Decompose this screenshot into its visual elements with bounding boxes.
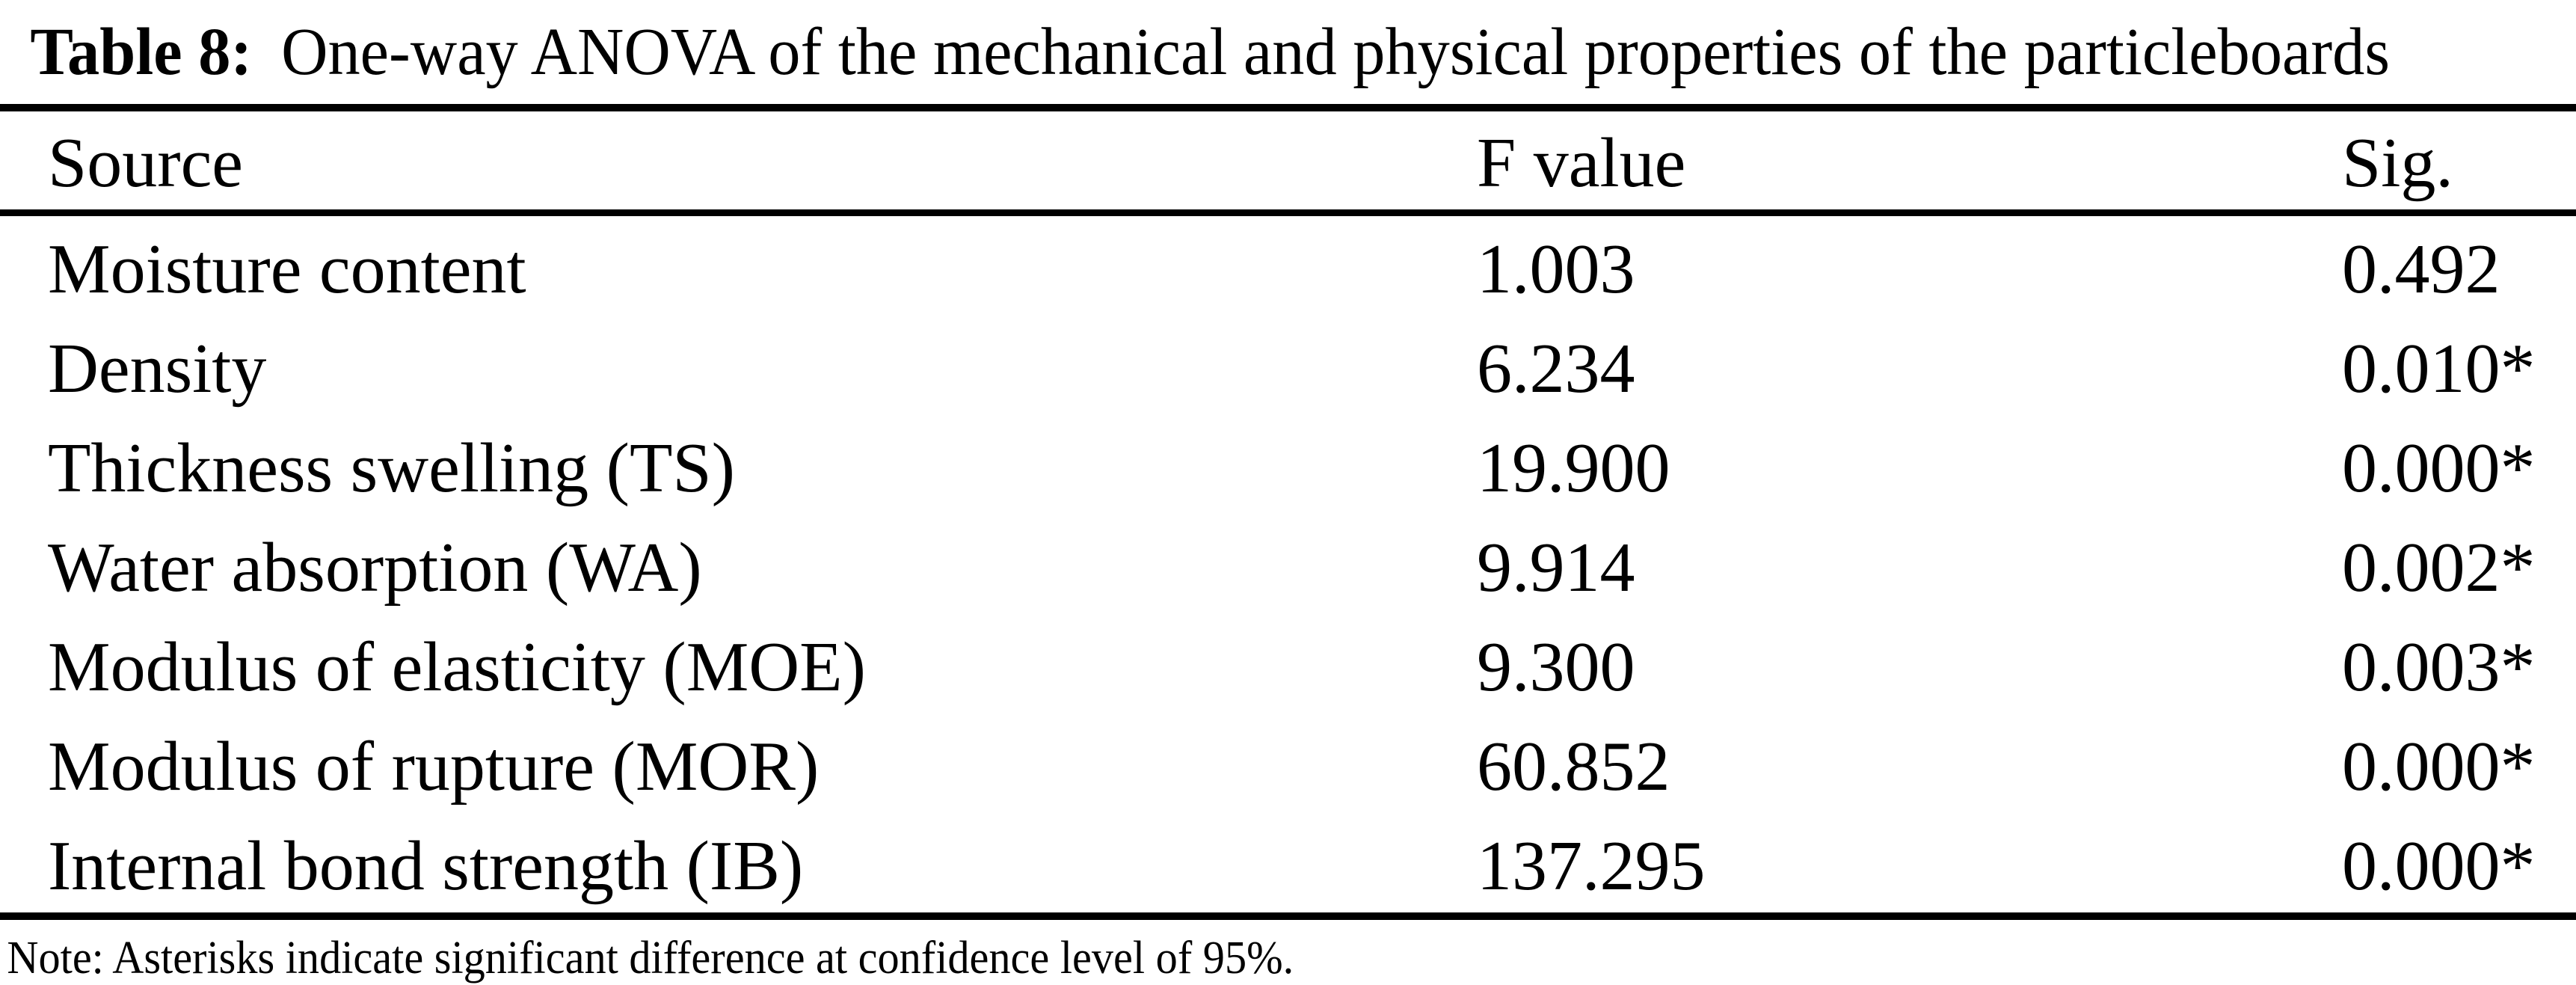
cell-f-value: 9.914 — [1477, 528, 1635, 607]
cell-sig: 0.010* — [2342, 329, 2536, 408]
cell-sig: 0.002* — [2342, 528, 2536, 607]
table-top-rule — [0, 104, 2576, 111]
table-caption-number: Table 8: — [30, 15, 253, 89]
cell-source: Modulus of elasticity (MOE) — [48, 627, 866, 706]
cell-source: Internal bond strength (IB) — [48, 826, 804, 905]
cell-f-value: 19.900 — [1477, 429, 1670, 507]
cell-sig: 0.003* — [2342, 627, 2536, 706]
table-row: Density 6.234 0.010* — [0, 316, 2576, 415]
cell-sig: 0.000* — [2342, 826, 2536, 905]
column-header-f-value: F value — [1477, 123, 1686, 202]
cell-f-value: 137.295 — [1477, 826, 1706, 905]
table-row: Modulus of elasticity (MOE) 9.300 0.003* — [0, 614, 2576, 714]
table-header-rule — [0, 209, 2576, 216]
table-row: Water absorption (WA) 9.914 0.002* — [0, 515, 2576, 614]
cell-sig: 0.000* — [2342, 727, 2536, 806]
cell-source: Moisture content — [48, 230, 526, 308]
cell-source: Modulus of rupture (MOR) — [48, 727, 820, 806]
table-caption: Table 8: One-way ANOVA of the mechanical… — [0, 0, 2473, 104]
table-header-row: Source F value Sig. — [0, 111, 2576, 209]
cell-f-value: 1.003 — [1477, 230, 1635, 308]
table-row: Thickness swelling (TS) 19.900 0.000* — [0, 415, 2576, 515]
table-bottom-rule — [0, 912, 2576, 920]
column-header-source: Source — [48, 123, 244, 202]
cell-sig: 0.492 — [2342, 230, 2500, 308]
table-row: Modulus of rupture (MOR) 60.852 0.000* — [0, 714, 2576, 813]
column-header-sig: Sig. — [2342, 123, 2453, 202]
table-footnote: Note: Asterisks indicate significant dif… — [7, 933, 1294, 984]
table-row: Internal bond strength (IB) 137.295 0.00… — [0, 813, 2576, 912]
table-row: Moisture content 1.003 0.492 — [0, 216, 2576, 316]
cell-f-value: 6.234 — [1477, 329, 1635, 408]
cell-source: Water absorption (WA) — [48, 528, 702, 607]
cell-f-value: 9.300 — [1477, 627, 1635, 706]
cell-f-value: 60.852 — [1477, 727, 1670, 806]
table-caption-title: One-way ANOVA of the mechanical and phys… — [281, 15, 2390, 89]
cell-sig: 0.000* — [2342, 429, 2536, 507]
cell-source: Thickness swelling (TS) — [48, 429, 735, 507]
cell-source: Density — [48, 329, 267, 408]
